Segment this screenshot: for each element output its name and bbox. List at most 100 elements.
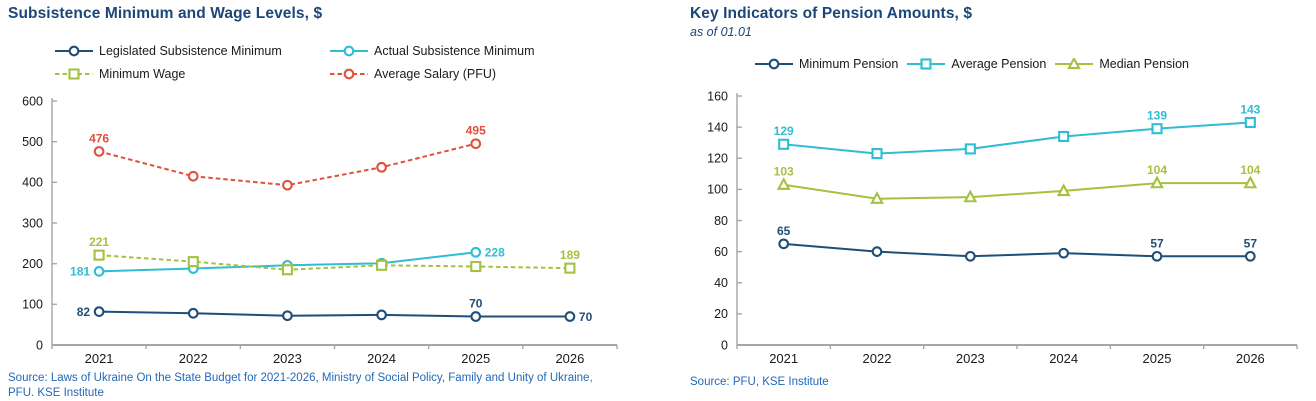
series-minimum-pension [778, 238, 1256, 262]
series-minimum-wage [93, 249, 576, 276]
series-point-labels: 221 189 [89, 235, 580, 262]
series-average-pension [778, 116, 1256, 160]
y-axis-tick-label: 60 [714, 245, 728, 259]
x-axis-tick-label: 2021 [85, 351, 114, 366]
axes: 0 100 200 300 400 500 600 2021 2022 2023 2024 2025 2… [22, 94, 618, 366]
x-axis-tick-label: 2025 [1143, 351, 1172, 366]
legend-item-actual-subsistence-minimum: Actual Subsistence Minimum [330, 44, 534, 58]
legend-item-average-pension: Average Pension [907, 57, 1046, 71]
series-average-salary-pfu [93, 138, 482, 191]
legend-label: Average Salary (PFU) [374, 67, 497, 81]
data-label: 70 [579, 310, 593, 324]
circle-marker [470, 138, 482, 150]
source-note: Source: PFU, KSE Institute [690, 376, 829, 388]
square-marker [1058, 130, 1070, 143]
triangle-marker [1067, 58, 1082, 70]
square-marker [964, 143, 976, 155]
circle-marker [282, 179, 293, 191]
legend-label: Median Pension [1099, 57, 1189, 71]
data-label: 65 [777, 224, 791, 238]
y-axis-tick-label: 0 [36, 338, 43, 352]
series-point-labels: 476 495 [89, 124, 486, 146]
data-label: 57 [1244, 236, 1258, 250]
circle-marker [187, 307, 199, 319]
legend-label: Average Pension [951, 57, 1047, 71]
data-label: 228 [485, 246, 505, 260]
y-axis-tick-label: 80 [714, 214, 728, 228]
chart-legend: Minimum Pension Average Pension Median Pen… [755, 57, 1189, 71]
y-axis-tick-label: 500 [22, 135, 43, 149]
data-label: 104 [1147, 163, 1167, 177]
circle-legend-marker-icon [330, 68, 368, 80]
series-median-pension [776, 175, 1258, 204]
square-legend-marker-icon [907, 58, 946, 70]
series-line [99, 254, 570, 271]
legend-item-minimum-pension: Minimum Pension [755, 57, 898, 71]
y-axis-tick-label: 160 [707, 89, 728, 103]
triangle-marker [963, 189, 978, 203]
source-note: Source: Laws of Ukraine On the State Bud… [8, 372, 593, 400]
x-axis-tick-label: 2023 [956, 351, 985, 366]
data-label: 57 [1150, 236, 1164, 250]
series-line [783, 242, 1251, 258]
y-axis-tick-label: 40 [714, 276, 728, 290]
square-marker [93, 249, 105, 261]
square-marker [376, 259, 388, 271]
y-axis-tick-label: 200 [22, 257, 43, 271]
chart-title: Key Indicators of Pension Amounts, $ [690, 5, 973, 22]
circle-legend-marker-icon [55, 45, 93, 57]
square-legend-marker-icon [55, 68, 93, 80]
circle-marker [376, 309, 387, 321]
chart-subtitle: as of 01.01 [690, 25, 752, 39]
circle-marker [778, 238, 790, 250]
circle-marker [470, 246, 482, 258]
x-axis-tick-label: 2024 [1049, 351, 1078, 366]
circle-marker [964, 250, 976, 262]
x-axis-tick-label: 2025 [461, 351, 490, 366]
square-marker [187, 256, 199, 268]
legend-label: Actual Subsistence Minimum [374, 44, 535, 58]
square-marker [1151, 123, 1163, 135]
series-line [99, 310, 570, 318]
circle-marker [343, 68, 355, 80]
square-marker [1244, 116, 1256, 129]
x-axis-tick-label: 2026 [1236, 351, 1265, 366]
circle-marker [564, 311, 576, 322]
legend-item-average-salary-pfu: Average Salary (PFU) [330, 67, 534, 81]
circle-legend-marker-icon [755, 58, 793, 70]
y-axis-tick-label: 100 [22, 298, 43, 312]
legend-label: Minimum Wage [99, 67, 186, 81]
series-point-labels: 181 228 [70, 246, 505, 279]
data-label: 129 [774, 124, 794, 138]
triangle-marker [776, 177, 791, 190]
square-marker [281, 264, 293, 276]
x-axis-tick-label: 2023 [273, 351, 302, 366]
y-axis-tick-label: 20 [714, 307, 728, 321]
legend-item-minimum-wage: Minimum Wage [55, 67, 330, 81]
triangle-legend-marker-icon [1055, 58, 1094, 70]
chart-legend: Legislated Subsistence Minimum Actual Sub… [55, 44, 534, 81]
data-label: 189 [560, 248, 580, 262]
square-marker [778, 138, 790, 150]
circle-marker [470, 311, 482, 322]
triangle-marker [1150, 175, 1164, 189]
data-label: 181 [70, 265, 90, 279]
line-chart-canvas: 0 100 200 300 400 500 600 2021 2022 2023 2024 2025 2… [22, 94, 618, 366]
y-axis-tick-label: 300 [22, 216, 43, 230]
series-line [783, 182, 1251, 200]
triangle-marker [870, 191, 884, 204]
circle-marker [871, 246, 883, 257]
axes: 0 20 40 60 80 100 120 140 160 2021 2022 2023 2024 202… [707, 89, 1298, 366]
circle-marker [93, 266, 105, 277]
series-point-labels: 103 104 104 [774, 163, 1261, 179]
data-label: 143 [1240, 102, 1260, 116]
y-axis-tick-label: 120 [707, 152, 728, 166]
circle-marker [343, 45, 355, 57]
chart-pension-indicators: Key Indicators of Pension Amounts, $ as … [660, 0, 1316, 400]
x-axis-tick-label: 2022 [179, 351, 208, 366]
circle-marker [1151, 250, 1163, 262]
x-axis-tick-label: 2026 [555, 351, 584, 366]
data-label: 221 [89, 235, 109, 249]
square-marker [470, 260, 482, 273]
series-line [98, 142, 476, 187]
